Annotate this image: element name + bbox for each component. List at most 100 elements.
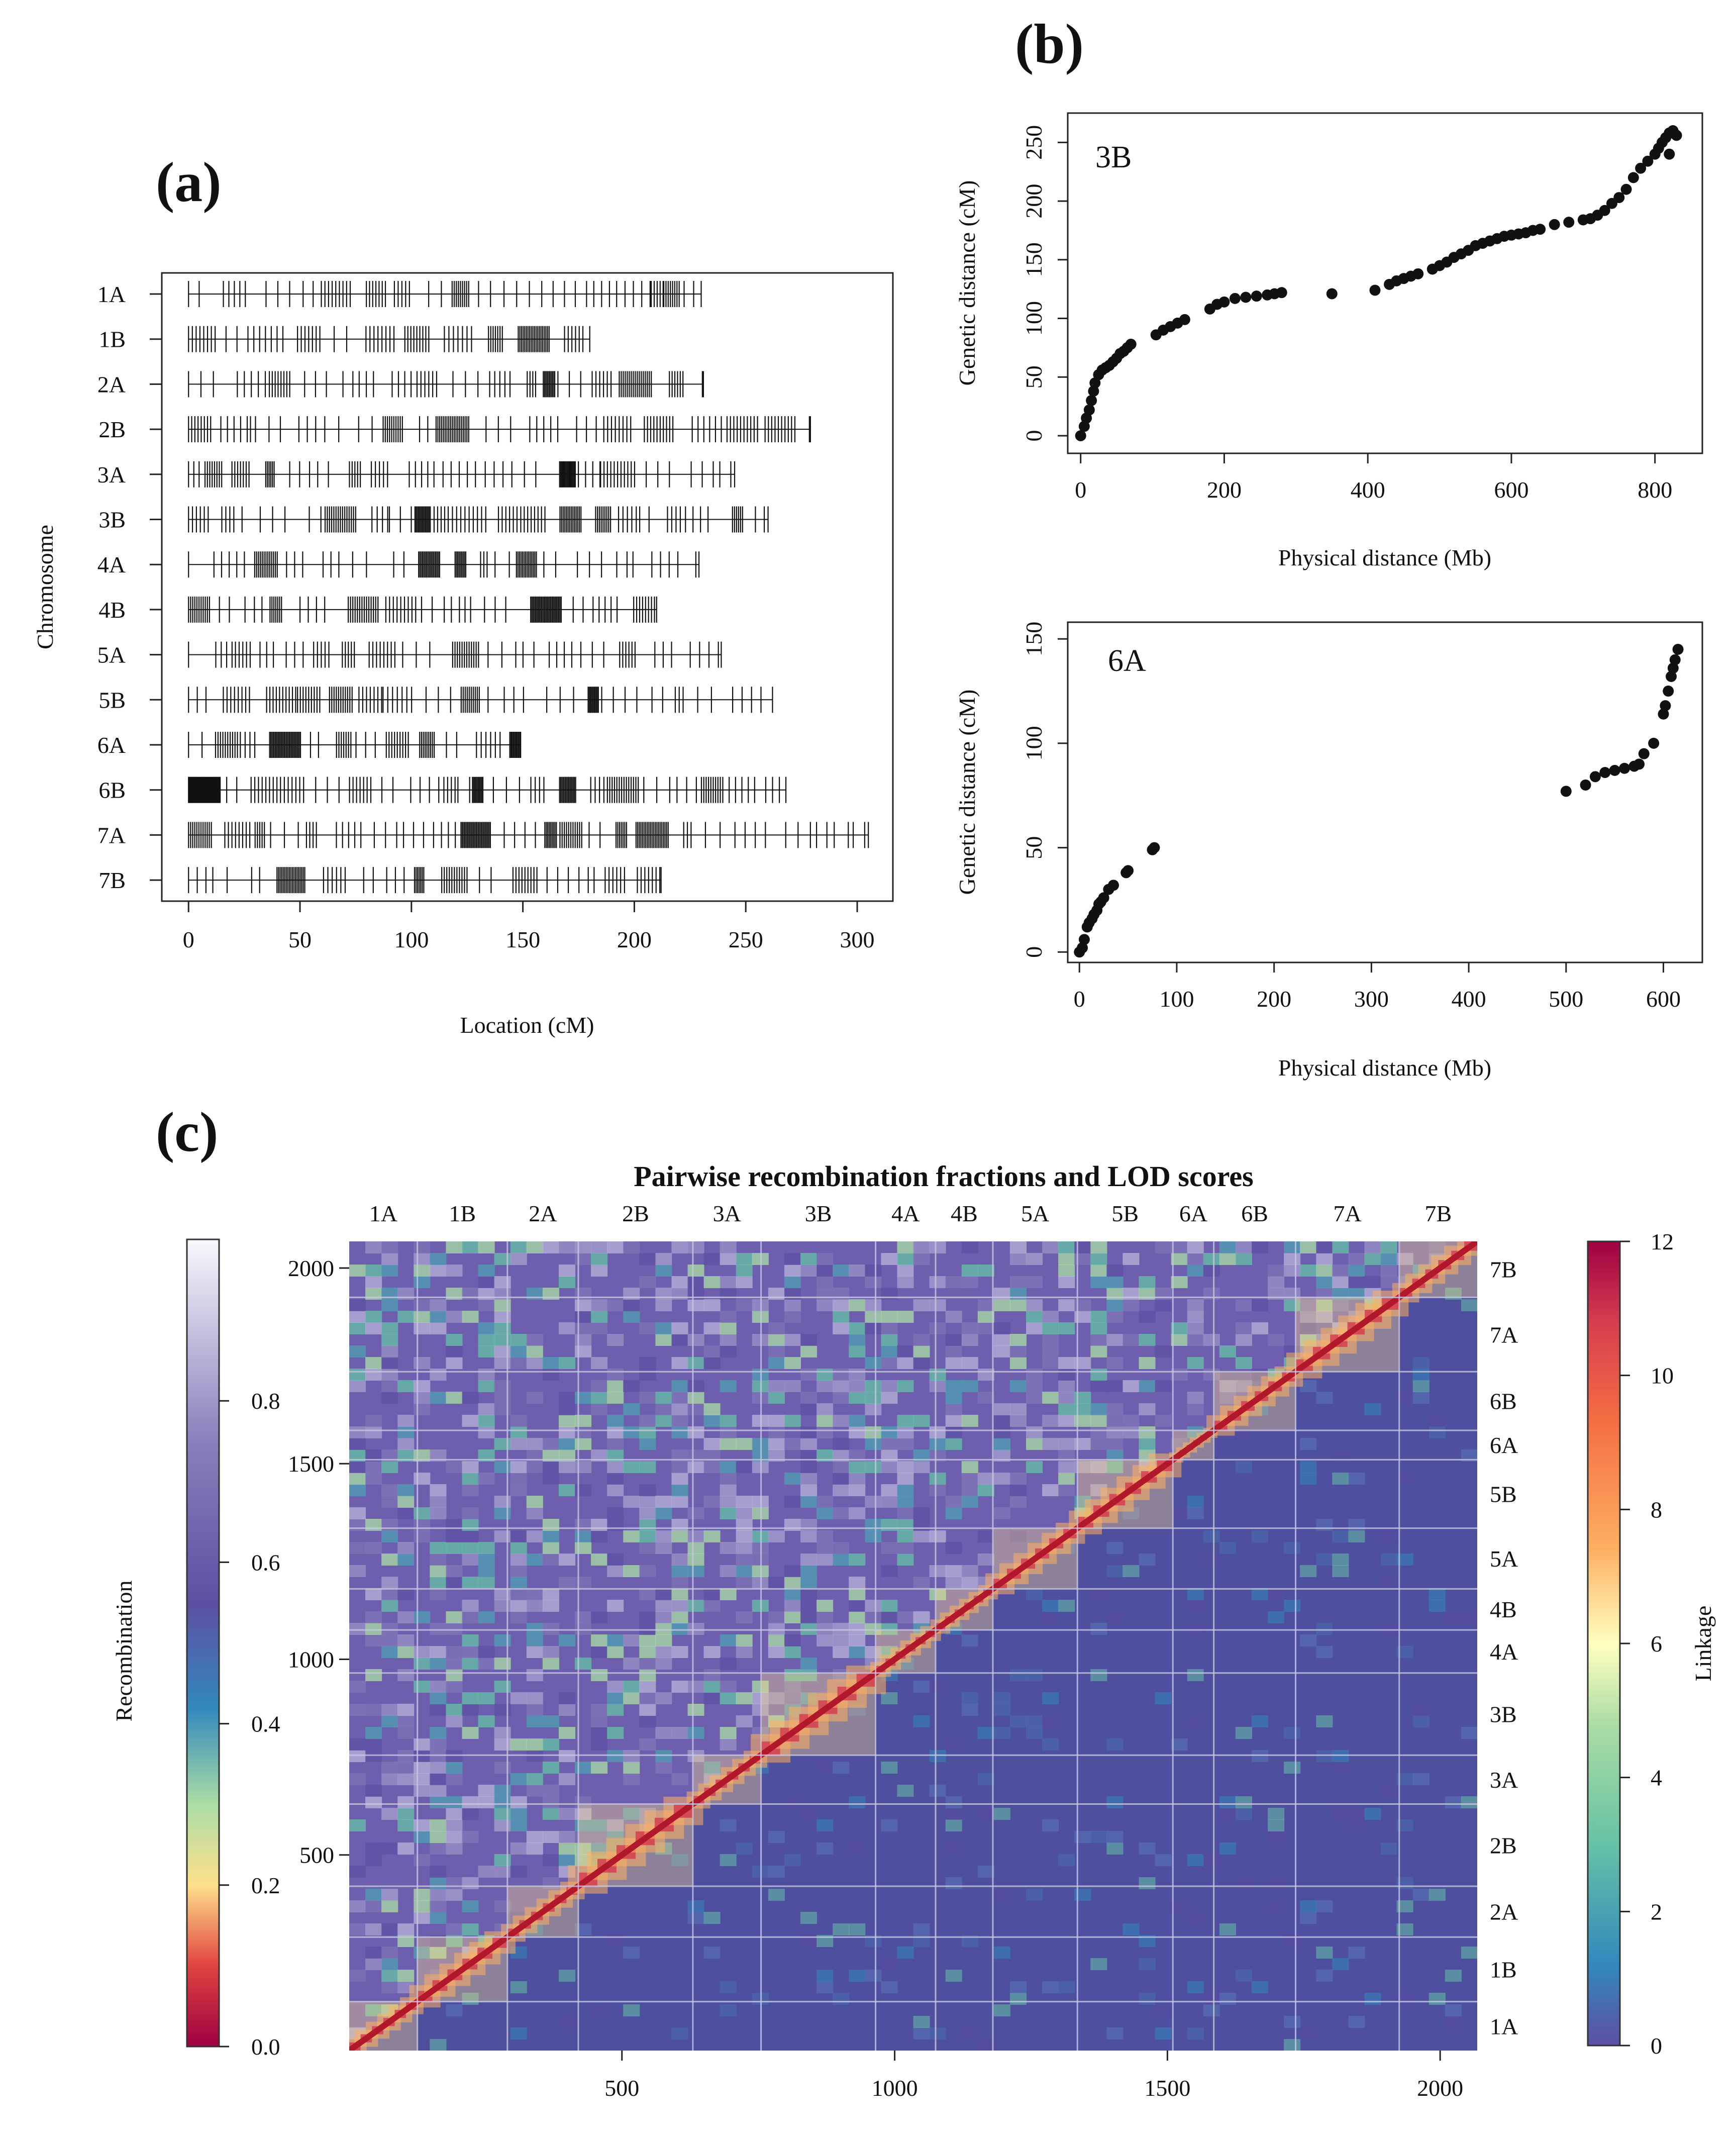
heatmap-cell: [849, 1415, 866, 1427]
heatmap-cell: [381, 1322, 398, 1334]
heatmap-cell: [349, 1970, 366, 1982]
heatmap-cell: [1058, 1473, 1075, 1485]
heatmap-cell: [961, 2027, 978, 2040]
scatter-6a-axes: 0 100 200 300 400 500 600 0 50 100 150: [1021, 622, 1681, 1012]
heatmap-cell: [977, 1311, 994, 1323]
heatmap-cell: [607, 1519, 624, 1531]
heatmap-cell: [414, 1681, 431, 1693]
heatmap-cell: [816, 1299, 834, 1311]
heatmap-cell: [494, 1588, 511, 1600]
linkage-colorbar: [1587, 1240, 1621, 2047]
heatmap-cell: [1461, 1796, 1477, 1808]
heatmap-cell: [591, 1669, 608, 1681]
heatmap-cell: [430, 1796, 447, 1808]
heatmap-cell: [397, 1426, 415, 1438]
heatmap-cell: [1252, 1715, 1269, 1727]
heatmap-cell: [397, 1727, 415, 1739]
heatmap-cell: [430, 1785, 447, 1797]
heatmap-cell: [430, 1299, 447, 1311]
heatmap-cell: [897, 1461, 914, 1473]
heatmap-cell: [800, 1588, 818, 1600]
heatmap-cell: [349, 1484, 366, 1496]
heatmap-cell: [365, 1854, 382, 1866]
scatter-point: [1369, 284, 1381, 296]
heatmap-cell: [800, 1461, 818, 1473]
heatmap-cell: [784, 1265, 801, 1277]
heatmap-cell: [945, 1542, 962, 1554]
scatter-6a-label: 6A: [1108, 644, 1146, 678]
heatmap-cell: [397, 1484, 415, 1496]
x-tick-label: 800: [1638, 477, 1672, 503]
heatmap-cell: [381, 1900, 398, 1912]
heatmap-cell: [349, 1322, 366, 1334]
heatmap-cell: [671, 1530, 688, 1542]
heatmap-cell: [671, 1473, 688, 1485]
heatmap-cell: [591, 1819, 608, 1831]
heatmap-cell: [349, 1380, 366, 1392]
heatmap-cell: [365, 1369, 382, 1381]
heatmap-cell: [687, 1299, 704, 1311]
heatmap-cell: [1268, 1808, 1285, 1820]
heatmap-cell: [558, 1923, 575, 1935]
heatmap-cell: [575, 1322, 592, 1334]
heatmap-y-axis: 500 1000 1500 2000: [288, 1255, 349, 1868]
heatmap-cell: [816, 1981, 834, 1993]
heatmap-cell: [1090, 1380, 1107, 1392]
heatmap-cell: [1042, 1692, 1059, 1704]
heatmap-cell: [1171, 1241, 1188, 1253]
heatmap-cell: [558, 1426, 575, 1438]
heatmap-cell: [478, 1577, 495, 1589]
heatmap-cell: [623, 1565, 640, 1577]
heatmap-cell: [671, 1276, 688, 1288]
heatmap-cell: [414, 1357, 431, 1369]
heatmap-cell: [494, 1762, 511, 1774]
heatmap-cell: [478, 1646, 495, 1658]
heatmap-cell: [558, 2016, 575, 2028]
heatmap-cell: [542, 1600, 559, 1612]
heatmap-cell: [703, 1600, 721, 1612]
chromosome-label-1B: 1B: [98, 327, 126, 352]
heatmap-cell: [430, 1912, 447, 1924]
heatmap-cell: [1316, 1900, 1333, 1912]
heatmap-cell: [1139, 1842, 1156, 1855]
heatmap-cell: [575, 1577, 592, 1589]
heatmap-cell: [897, 1496, 914, 1508]
heatmap-cell: [929, 1484, 946, 1496]
heatmap-cell: [526, 1692, 543, 1704]
heatmap-cell: [816, 1530, 834, 1542]
heatmap-cell: [381, 1588, 398, 1600]
heatmap-cell: [816, 1496, 834, 1508]
heatmap-cell: [1009, 1669, 1027, 1681]
heatmap-cell: [784, 1334, 801, 1346]
heatmap-cell: [607, 1392, 624, 1404]
heatmap-cell: [816, 1253, 834, 1265]
heatmap-cell: [720, 1322, 737, 1334]
heatmap-cell: [720, 1253, 737, 1265]
heatmap-cell: [414, 1403, 431, 1415]
heatmap-cell: [1042, 1738, 1059, 1751]
heatmap-cell: [558, 1773, 575, 1785]
heatmap-cell: [623, 1299, 640, 1311]
y-tick-label: 1500: [288, 1451, 334, 1477]
heatmap-cell: [1252, 1750, 1269, 1762]
heatmap-cell: [1106, 1276, 1124, 1288]
heatmap-cell: [591, 1380, 608, 1392]
heatmap-cell: [703, 1299, 721, 1311]
heatmap-cell: [591, 1715, 608, 1727]
heatmap-cell: [558, 1634, 575, 1646]
heatmap-cell: [833, 1634, 850, 1646]
heatmap-cell: [1428, 1889, 1446, 1901]
heatmap-cell: [1026, 1889, 1043, 1901]
heatmap-cell: [1090, 1588, 1107, 1600]
heatmap-cell: [1139, 1311, 1156, 1323]
heatmap-cell: [1187, 1334, 1204, 1346]
scatter-point: [1642, 155, 1654, 167]
heatmap-cell: [1268, 1831, 1285, 1843]
x-tick-label: 1000: [872, 2075, 918, 2101]
heatmap-cell: [784, 1600, 801, 1612]
top-chrom-label-7A: 7A: [1334, 1201, 1362, 1226]
heatmap-cell: [1090, 1345, 1107, 1357]
heatmap-cell: [623, 1496, 640, 1508]
heatmap-cell: [1412, 1715, 1429, 1727]
heatmap-cell: [575, 1311, 592, 1323]
